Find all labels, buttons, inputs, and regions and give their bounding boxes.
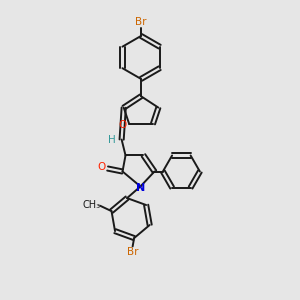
Text: O: O — [118, 120, 127, 130]
Text: Br: Br — [135, 17, 147, 28]
Text: Br: Br — [127, 248, 138, 257]
Text: N: N — [136, 183, 146, 193]
Text: CH₃: CH₃ — [83, 200, 101, 210]
Text: O: O — [98, 162, 106, 172]
Text: H: H — [108, 135, 116, 145]
